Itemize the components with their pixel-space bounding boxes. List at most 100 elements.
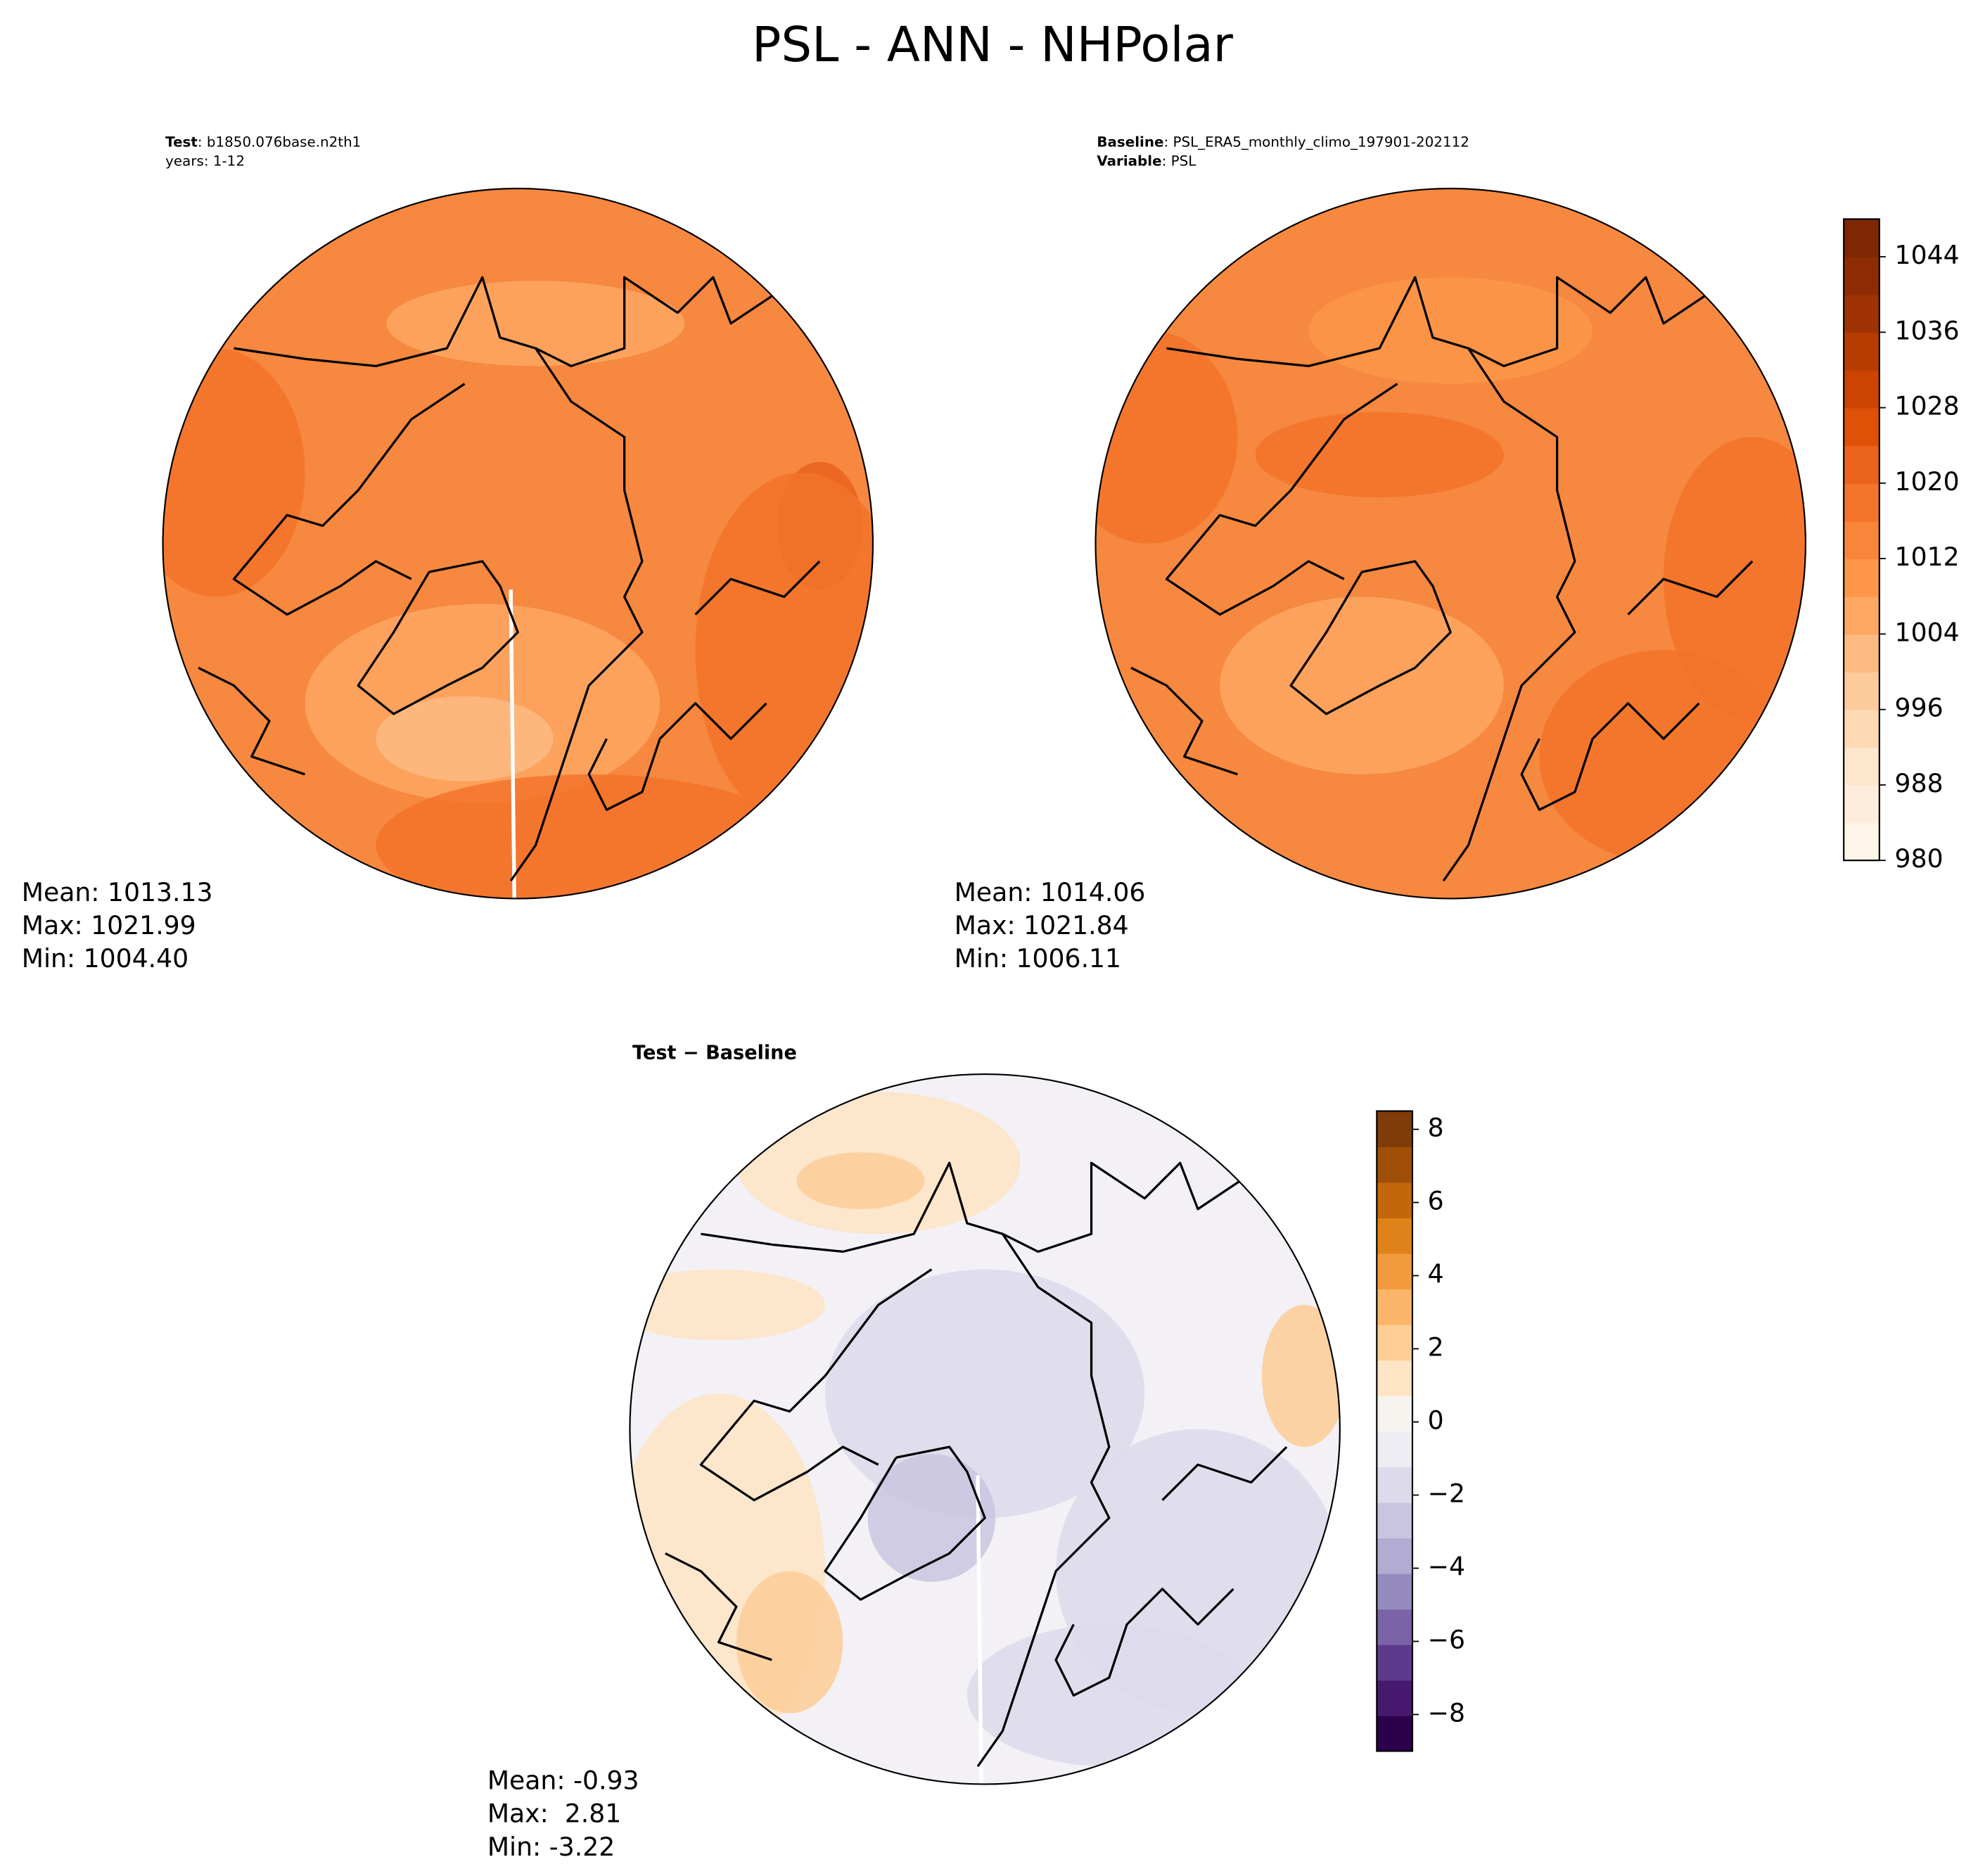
colorbar-band <box>1844 445 1879 484</box>
coastline <box>1166 276 1718 367</box>
field-contour <box>386 281 685 366</box>
stat-text: Min: 1004.40 <box>22 943 189 974</box>
colorbar-tick-label: −6 <box>1428 1624 1465 1654</box>
panel-header: Baseline: PSL_ERA5_monthly_climo_197901-… <box>1097 134 1469 150</box>
seam <box>976 1475 983 1785</box>
colorbar-band <box>1844 747 1879 786</box>
header-text: : PSL <box>1162 153 1196 169</box>
colorbar-band <box>1377 1182 1412 1219</box>
colorbar-band <box>1844 634 1879 672</box>
coastline <box>234 276 785 367</box>
colorbar-tick-label: 6 <box>1428 1186 1444 1216</box>
coastline <box>1627 560 1754 615</box>
field-contour <box>376 774 803 899</box>
panel-header: Variable: PSL <box>1097 153 1196 169</box>
header-text: : b1850.076base.n2th1 <box>198 134 361 150</box>
coastline <box>1165 383 1398 616</box>
colorbar-band <box>1377 1680 1412 1716</box>
colorbar-band <box>1377 1467 1412 1503</box>
header-label: Variable <box>1097 153 1161 169</box>
colorbar-band <box>1844 822 1879 862</box>
colorbar-band <box>1844 559 1879 597</box>
colorbar-tick-label: 1004 <box>1895 617 1960 647</box>
colorbar-tick-label: 4 <box>1428 1258 1444 1289</box>
colorbar-band <box>1377 1324 1412 1361</box>
coastline <box>1054 1588 1234 1697</box>
colorbar: −8 −6 −4 −2 0 2 4 6 8 <box>1376 1110 1465 1752</box>
colorbar-frame <box>1376 1110 1414 1752</box>
field <box>630 1092 1340 1785</box>
coastline <box>509 347 644 882</box>
stat-text: Min: 1006.11 <box>955 943 1121 974</box>
field-contour <box>1308 277 1593 384</box>
field-contour <box>162 348 305 597</box>
coastline <box>699 1268 933 1502</box>
coastline <box>1289 560 1452 715</box>
coastline <box>976 1233 1111 1768</box>
coastline <box>1520 702 1700 811</box>
map-panel: Test: b1850.076base.n2th1 years: 1-12 Mean… <box>22 134 874 974</box>
colorbar-band <box>1844 332 1879 371</box>
colorbar-band <box>1377 1609 1412 1645</box>
colorbar-band <box>1844 294 1879 333</box>
header-text: : PSL_ERA5_monthly_climo_197901-202112 <box>1163 134 1469 150</box>
colorbar-band <box>1377 1502 1412 1539</box>
coastline <box>694 560 821 615</box>
field-contour <box>966 1624 1251 1767</box>
field-contour <box>796 1152 925 1209</box>
field-contour <box>376 696 554 781</box>
colorbar-tick-label: 1036 <box>1895 315 1960 345</box>
stat-text: Mean: 1014.06 <box>955 877 1146 907</box>
coastline <box>1442 347 1576 882</box>
map-border <box>162 187 874 900</box>
colorbar-band <box>1377 1573 1412 1610</box>
colorbar-band <box>1377 1360 1412 1396</box>
colorbar-tick-label: 0 <box>1428 1405 1444 1435</box>
stat-text: Min: -3.22 <box>487 1832 615 1862</box>
stat-text: Mean: 1013.13 <box>22 877 213 907</box>
colorbar-tick-label: 988 <box>1895 768 1943 798</box>
map-border <box>629 1073 1341 1785</box>
colorbar-tick-label: 980 <box>1895 843 1943 874</box>
colorbar-band <box>1377 1644 1412 1681</box>
header-text: years: 1-12 <box>165 153 245 169</box>
colorbar-band <box>1377 1253 1412 1290</box>
colorbar-band <box>1844 521 1879 560</box>
stat-text: Mean: -0.93 <box>487 1766 639 1796</box>
colorbar-tick-label: −8 <box>1428 1697 1465 1728</box>
panel-header: Test: b1850.076base.n2th1 <box>165 134 361 150</box>
colorbar-tick-label: 2 <box>1428 1332 1444 1362</box>
colorbar-band <box>1377 1147 1412 1183</box>
coastline <box>665 1552 772 1661</box>
colorbar-tick-label: 1012 <box>1895 542 1960 572</box>
stat-text: Max: 1021.84 <box>955 910 1129 940</box>
field-contour <box>695 472 873 828</box>
colorbar-band <box>1844 596 1879 635</box>
coastline <box>1130 666 1238 776</box>
colorbar-tick-label: 1044 <box>1895 240 1960 270</box>
colorbar-band <box>1377 1715 1412 1752</box>
field-contour <box>1539 650 1788 863</box>
colorbar-band <box>1844 219 1879 257</box>
colorbar-band <box>1377 1538 1412 1574</box>
panel-header: Test − Baseline <box>632 1042 797 1064</box>
header-label: Test <box>165 134 198 150</box>
header-label: Test − Baseline <box>632 1042 797 1064</box>
figure-title: PSL - ANN - NHPolar <box>752 17 1234 73</box>
field-contour <box>1261 1305 1340 1447</box>
field-contour <box>1255 411 1504 498</box>
field-contour <box>630 1269 826 1341</box>
colorbar-band <box>1377 1218 1412 1254</box>
colorbar-tick-label: 1020 <box>1895 466 1960 497</box>
colorbar-band <box>1377 1395 1412 1432</box>
field-contour <box>1095 330 1238 544</box>
colorbar-tick-label: 996 <box>1895 693 1943 723</box>
coastline <box>232 383 466 616</box>
colorbar-band <box>1844 257 1879 295</box>
colorbar-frame <box>1843 218 1880 862</box>
stat-text: Max: 2.81 <box>487 1799 621 1829</box>
colorbar-band <box>1377 1289 1412 1325</box>
colorbar-band <box>1844 369 1879 409</box>
